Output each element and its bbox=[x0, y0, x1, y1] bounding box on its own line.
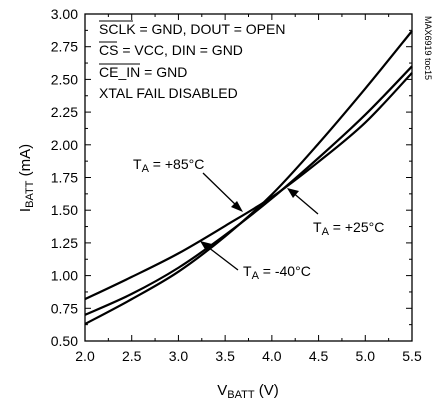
condition-line-4: XTAL FAIL DISABLED bbox=[99, 85, 238, 101]
annotation-85c-arrowhead bbox=[231, 201, 243, 212]
x-tick-label: 5.5 bbox=[402, 348, 422, 364]
y-tick-label: 1.25 bbox=[51, 235, 78, 251]
condition-xtal: XTAL FAIL DISABLED bbox=[99, 85, 238, 101]
series-line-40c bbox=[84, 30, 413, 325]
y-tick-label: 0.75 bbox=[51, 300, 78, 316]
x-tick-label: 4.5 bbox=[309, 348, 329, 364]
tick-labels: 2.0 2.5 3.0 3.5 4.0 4.5 5.0 5.5 0.50 0.75 1.00 1.25… bbox=[51, 6, 422, 364]
x-tick-label: 2.0 bbox=[75, 348, 95, 364]
condition-ce-in: CE_IN = GND bbox=[99, 64, 187, 80]
annotation-40c-arrow-line bbox=[203, 243, 239, 271]
condition-sclk: SCLK = GND, DOUT = OPEN bbox=[99, 21, 285, 37]
annotation-85c-label: TA = +85°C bbox=[133, 156, 204, 175]
series-lines bbox=[84, 30, 413, 325]
y-tick-label: 3.00 bbox=[51, 6, 78, 22]
annotation-40c-label: TA = -40°C bbox=[243, 263, 311, 282]
annotation-85c: TA = +85°C bbox=[133, 156, 243, 212]
x-tick-label: 4.0 bbox=[262, 348, 282, 364]
annotation-25c-arrowhead bbox=[287, 188, 299, 198]
annotation-25c: TA = +25°C bbox=[287, 188, 384, 238]
condition-line-2: CS = VCC, DIN = GND bbox=[99, 42, 243, 58]
x-tick-label: 2.5 bbox=[122, 348, 142, 364]
x-tick-label: 3.5 bbox=[215, 348, 235, 364]
annotation-25c-label: TA = +25°C bbox=[313, 219, 384, 238]
y-tick-label: 2.00 bbox=[51, 137, 78, 153]
part-id: MAX6919 toc15 bbox=[423, 16, 433, 80]
x-tick-label: 3.0 bbox=[169, 348, 189, 364]
condition-line-3: CE_IN = GND bbox=[99, 64, 187, 80]
y-axis-title: IBATT (mA) bbox=[17, 144, 36, 212]
y-tick-label: 2.50 bbox=[51, 71, 78, 87]
y-tick-label: 2.75 bbox=[51, 39, 78, 55]
x-tick-label: 5.0 bbox=[356, 348, 376, 364]
annotation-40c: TA = -40°C bbox=[200, 241, 311, 282]
y-tick-label: 1.50 bbox=[51, 202, 78, 218]
y-tick-label: 0.50 bbox=[51, 333, 78, 349]
y-tick-label: 2.25 bbox=[51, 104, 78, 120]
tick-marks bbox=[84, 13, 413, 342]
annotation-85c-arrow-line bbox=[202, 172, 241, 210]
annotation-40c-arrowhead bbox=[200, 241, 212, 251]
condition-cs: CS = VCC, DIN = GND bbox=[99, 42, 243, 58]
conditions-block: SCLK = GND, DOUT = OPEN CS = VCC, DIN = … bbox=[99, 20, 285, 101]
condition-line-1: SCLK = GND, DOUT = OPEN bbox=[99, 21, 285, 37]
x-axis-title: VBATT (V) bbox=[217, 382, 278, 401]
series-line-85c bbox=[84, 72, 413, 301]
y-tick-label: 1.00 bbox=[51, 268, 78, 284]
y-tick-label: 1.75 bbox=[51, 170, 78, 186]
